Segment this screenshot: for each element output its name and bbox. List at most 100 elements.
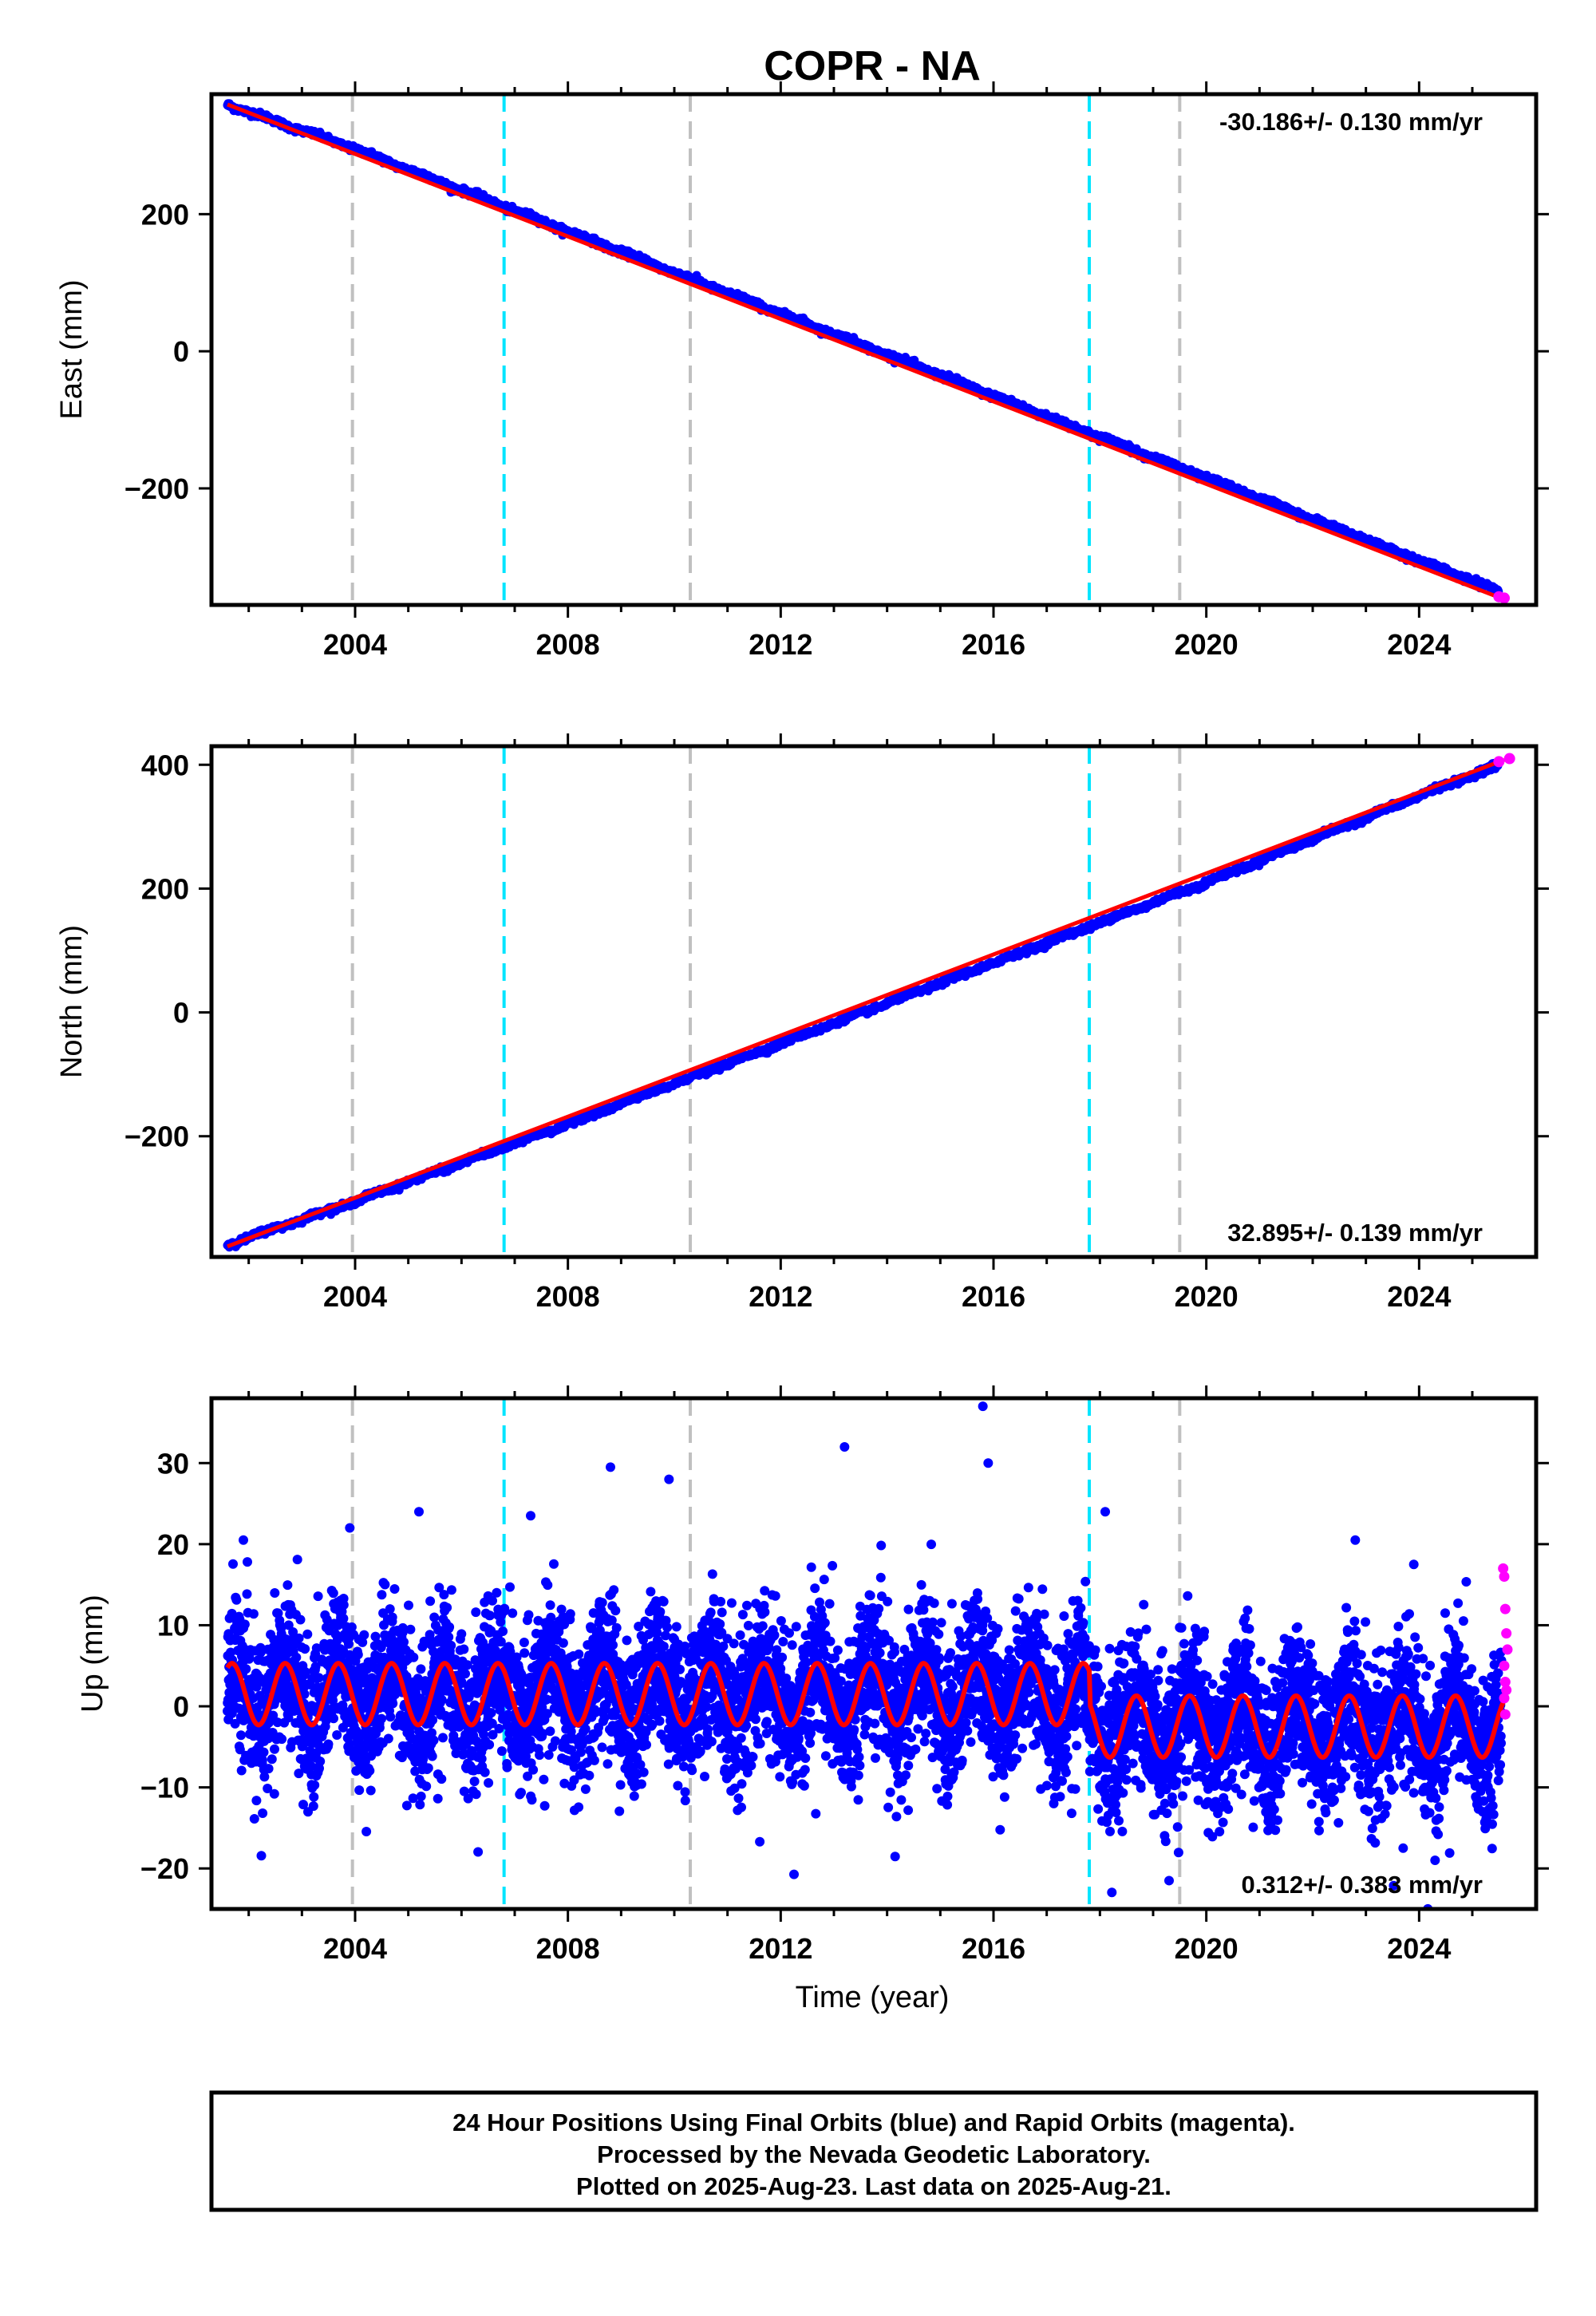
- rate-label: -30.186+/- 0.130 mm/yr: [1219, 108, 1483, 136]
- rate-label: 32.895+/- 0.139 mm/yr: [1227, 1219, 1483, 1247]
- data-point: [315, 1757, 326, 1766]
- data-point: [243, 1557, 252, 1567]
- data-point: [304, 1753, 314, 1763]
- y-tick-label: −200: [124, 472, 189, 505]
- data-point: [332, 1635, 342, 1646]
- data-point: [292, 1555, 302, 1565]
- plot-content: [223, 94, 1510, 605]
- data-point: [298, 1800, 308, 1810]
- data-point: [282, 1580, 293, 1591]
- data-point: [242, 1589, 252, 1599]
- data-point: [328, 1588, 338, 1599]
- data-point: [268, 1710, 279, 1721]
- data-point: [231, 1595, 242, 1605]
- data-point: [226, 1647, 235, 1658]
- x-tick-label: 2020: [1175, 628, 1238, 661]
- rapid-orbit-point: [1499, 592, 1510, 604]
- data-point: [257, 1755, 267, 1765]
- data-point: [259, 1772, 270, 1782]
- up-panel: 2004 2008 2012 2016 2020 2024−20−100102030Up …: [76, 1385, 1549, 1965]
- east-panel: 2004 2008 2012 2016 2020 2024 −200 0 200 East (mm…: [55, 81, 1549, 661]
- data-point: [302, 1629, 313, 1639]
- data-point: [283, 1620, 294, 1630]
- model-line: [227, 757, 1505, 1249]
- data-point: [377, 1713, 386, 1724]
- data-point: [374, 1722, 385, 1733]
- y-axis-label: East (mm): [55, 279, 89, 419]
- data-point: [235, 1745, 245, 1755]
- data-point: [239, 1619, 250, 1630]
- data-point: [345, 1650, 355, 1660]
- x-tick-label: 2024: [1387, 628, 1451, 661]
- y-tick-label: 0: [173, 335, 189, 368]
- x-tick-label: 2008: [536, 628, 600, 661]
- data-point: [295, 1614, 306, 1625]
- data-point: [310, 1780, 320, 1790]
- data-point: [273, 1608, 283, 1618]
- data-point: [283, 1713, 294, 1723]
- x-tick-label: 2016: [962, 628, 1025, 661]
- data-point: [322, 1614, 332, 1625]
- data-point: [236, 1730, 246, 1741]
- data-point: [299, 1689, 310, 1699]
- data-point: [345, 1739, 355, 1749]
- data-point: [241, 1664, 251, 1674]
- data-point: [343, 1657, 354, 1667]
- data-point: [267, 1754, 277, 1765]
- data-point: [291, 1652, 302, 1662]
- north-panel: 2004 2008 2012 2016 2020 2024−2000200400North…: [55, 733, 1549, 1313]
- data-point: [377, 1590, 387, 1600]
- model-line: [227, 102, 1505, 602]
- x-tick-label: 2020: [1175, 1280, 1238, 1313]
- data-point: [365, 1765, 375, 1776]
- y-tick-label: 0: [173, 997, 189, 1030]
- y-tick-label: 400: [141, 749, 189, 781]
- plot-frame: [209, 744, 1539, 1259]
- data-point: [256, 1851, 267, 1861]
- data-point: [332, 1730, 342, 1740]
- y-tick-label: −200: [124, 1120, 189, 1153]
- data-point: [288, 1627, 298, 1637]
- data-point: [346, 1622, 357, 1632]
- data-point: [354, 1785, 365, 1796]
- data-point: [230, 1718, 240, 1729]
- data-point: [277, 1734, 287, 1745]
- data-point: [270, 1588, 280, 1598]
- data-point: [338, 1600, 349, 1610]
- plot-content: [223, 746, 1515, 1257]
- data-point: [294, 1633, 304, 1643]
- data-point: [300, 1644, 310, 1654]
- data-point: [263, 1784, 273, 1793]
- y-tick-label: 200: [141, 198, 189, 231]
- x-tick-label: 2004: [323, 628, 387, 661]
- y-tick-label: 200: [141, 872, 189, 905]
- data-point: [294, 1769, 304, 1779]
- data-point: [228, 1559, 238, 1569]
- rapid-orbit-point: [1493, 756, 1505, 768]
- y-axis-label: North (mm): [55, 925, 89, 1078]
- data-point: [358, 1637, 368, 1647]
- data-point: [323, 1739, 334, 1749]
- data-point: [359, 1630, 369, 1640]
- data-point: [258, 1808, 268, 1818]
- data-point: [269, 1788, 279, 1799]
- data-point: [248, 1609, 259, 1619]
- data-point: [300, 1666, 310, 1677]
- data-point: [313, 1591, 323, 1602]
- data-point: [328, 1695, 338, 1705]
- plot-content: [223, 1398, 1513, 1909]
- x-tick-label: 2024: [1387, 1280, 1451, 1313]
- data-point: [259, 1747, 269, 1757]
- data-point: [361, 1827, 372, 1836]
- data-point: [236, 1765, 247, 1776]
- data-point: [249, 1814, 259, 1824]
- x-tick-label: 2004: [323, 1280, 387, 1313]
- data-point: [314, 1673, 324, 1683]
- chart-title: COPR - NA: [764, 43, 981, 89]
- x-tick-label: 2012: [749, 628, 812, 661]
- plot-frame: [209, 92, 1539, 607]
- data-point: [251, 1796, 262, 1806]
- data-point: [329, 1713, 338, 1724]
- x-tick-label: 2016: [962, 1280, 1025, 1313]
- data-point: [353, 1650, 363, 1660]
